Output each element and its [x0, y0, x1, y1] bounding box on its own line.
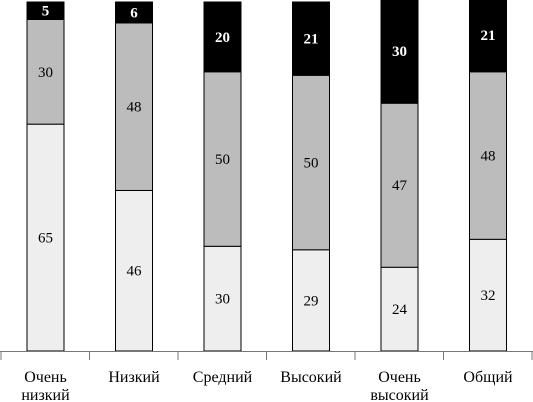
data-label: 30	[215, 292, 230, 308]
bar-segment	[203, 1, 242, 73]
data-label: 46	[127, 264, 143, 280]
bar-segment	[380, 102, 419, 268]
x-tick-label: Высокий	[280, 369, 342, 386]
bar-segment	[380, 0, 419, 104]
bar-stack-5: 24 47 30	[380, 0, 419, 352]
bar-segment	[469, 0, 507, 73]
data-label: 24	[392, 302, 408, 318]
bar-segment	[292, 74, 330, 251]
x-tick-label: Очень высокий	[370, 369, 429, 402]
x-tick-label: Низкий	[108, 369, 160, 386]
bar-segment	[292, 1, 330, 76]
data-label: 65	[38, 231, 53, 247]
bar-segment	[203, 245, 242, 352]
data-label: 30	[392, 44, 407, 60]
x-axis	[0, 351, 533, 360]
bar-segment	[292, 249, 330, 352]
data-label: 29	[304, 293, 319, 309]
data-label: 50	[215, 152, 230, 168]
bar-segment	[380, 266, 419, 352]
bar-segment	[115, 1, 153, 24]
bar-segment	[469, 238, 507, 352]
data-label: 21	[304, 32, 319, 48]
data-label: 32	[481, 288, 496, 304]
bar-segment	[26, 123, 65, 352]
bar-stack-1: 65 30 5	[26, 1, 65, 352]
bar-stack-2: 46 48 6	[115, 1, 153, 352]
x-tick-label: Средний	[193, 369, 253, 386]
bars-group: 65 30 5 46 48 6 30 50 20 29 50 21 24 47 30 32 48 21	[26, 0, 507, 352]
bar-segment	[203, 71, 242, 247]
x-tick-label: Общий	[463, 369, 513, 386]
bar-segment	[26, 18, 65, 125]
data-label: 6	[130, 5, 138, 21]
bar-segment	[115, 189, 153, 352]
bar-stack-3: 30 50 20	[203, 1, 242, 352]
data-label: 47	[392, 178, 408, 194]
x-tick-label: Очень низкий	[21, 369, 70, 402]
data-label: 48	[481, 149, 496, 165]
data-label: 48	[127, 100, 142, 116]
data-label: 20	[215, 30, 230, 46]
data-label: 5	[42, 4, 50, 20]
bar-stack-6: 32 48 21	[469, 0, 507, 352]
category-labels: Очень низкий Низкий Средний Высокий Очень высо…	[21, 369, 513, 402]
data-label: 30	[38, 65, 53, 81]
bar-segment	[26, 1, 65, 20]
data-label: 50	[304, 156, 319, 172]
data-label: 21	[481, 28, 496, 44]
bar-segment	[115, 22, 153, 191]
bar-stack-4: 29 50 21	[292, 1, 330, 352]
